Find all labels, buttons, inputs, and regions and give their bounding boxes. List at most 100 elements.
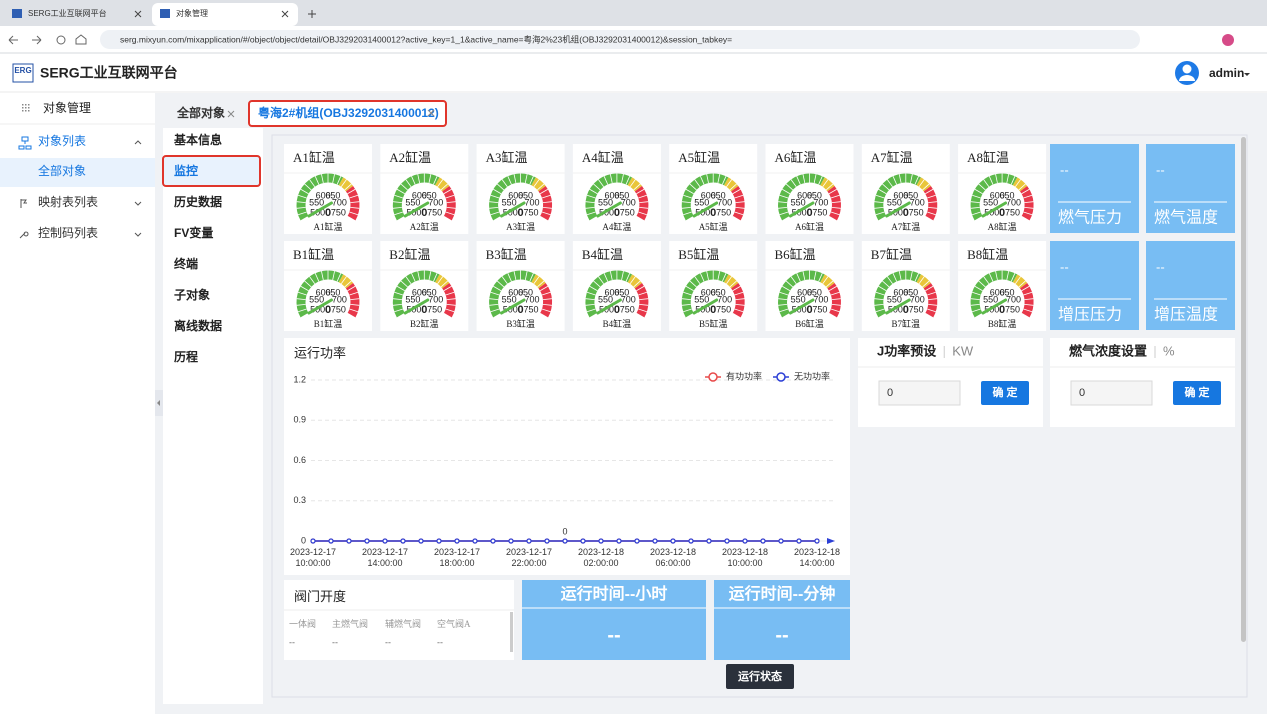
- metric-card: [1050, 241, 1139, 330]
- sidebar-item[interactable]: 对象列表: [38, 134, 86, 148]
- subnav-item[interactable]: 离线数据: [174, 318, 222, 333]
- gauge-tick-label: 700: [621, 198, 636, 208]
- gauge-label: B3缸温: [506, 318, 535, 329]
- gauge-value: 0: [710, 207, 716, 219]
- address-bar[interactable]: [100, 30, 1140, 49]
- gauge-tick-label: 550: [694, 198, 709, 208]
- gauge-minor-tick: [586, 308, 596, 313]
- gauge-minor-tick: [828, 285, 837, 292]
- gauge-band: [442, 282, 456, 318]
- confirm-button-label[interactable]: 确 定: [992, 385, 1017, 399]
- subnav-item[interactable]: 历程: [174, 349, 198, 364]
- avatar-head: [1182, 64, 1192, 74]
- legend-label[interactable]: 有功功率: [726, 370, 762, 381]
- gauge-minor-tick: [621, 271, 624, 281]
- menu-icon-dot: [25, 107, 27, 109]
- sidebar-section: 对象管理: [43, 100, 91, 115]
- gauge-title: A1缸温: [293, 150, 335, 165]
- gauge-minor-tick: [995, 271, 998, 281]
- scrollbar[interactable]: [1241, 137, 1246, 642]
- gauge-minor-tick: [443, 215, 452, 222]
- settings-input[interactable]: [1070, 380, 1153, 406]
- gauge-minor-tick: [685, 188, 694, 195]
- gauge-minor-tick: [700, 273, 705, 282]
- gauge-value: 0: [518, 207, 524, 219]
- gauge-title: B3缸温: [486, 247, 527, 262]
- subnav-item[interactable]: 监控: [174, 163, 198, 178]
- browser-tab-active[interactable]: [152, 3, 298, 26]
- page-tab-active[interactable]: [250, 102, 445, 125]
- gauge-minor-tick: [694, 276, 701, 285]
- gauge-minor-tick: [440, 183, 448, 191]
- gauge-tick-label: 700: [332, 295, 347, 305]
- series-point: [562, 538, 568, 544]
- gauge-tick-label: 600: [701, 287, 716, 297]
- legend-label[interactable]: 无功功率: [794, 370, 830, 381]
- subnav-item[interactable]: 子对象: [174, 287, 210, 302]
- y-tick-label: 0.3: [293, 495, 306, 505]
- gauge-tick-label: 700: [621, 295, 636, 305]
- browser-tab[interactable]: [6, 4, 150, 26]
- confirm-button[interactable]: [981, 381, 1029, 405]
- gauge-minor-tick: [347, 215, 356, 222]
- confirm-button[interactable]: [1173, 381, 1221, 405]
- valve-column: 辅燃气阀: [385, 618, 421, 629]
- gauge-needle: [500, 298, 526, 315]
- gauge-minor-tick: [874, 206, 884, 209]
- status-button[interactable]: [726, 664, 794, 689]
- valve-value: --: [289, 637, 295, 647]
- gauge-tick-label: 700: [910, 198, 925, 208]
- gauge-card: [669, 241, 758, 331]
- sidebar-item[interactable]: 控制码列表: [38, 226, 98, 240]
- subnav-item[interactable]: 历史数据: [174, 194, 222, 209]
- settings-input[interactable]: [878, 380, 961, 406]
- gauge-minor-tick: [892, 273, 898, 282]
- browser-menu[interactable]: [1222, 34, 1234, 46]
- gauge-tick-label: 650: [614, 190, 629, 200]
- gauge-minor-tick: [927, 308, 936, 313]
- sidebar-item[interactable]: 映射表列表: [38, 194, 98, 209]
- page-tab[interactable]: 粤海2#机组(OBJ3292031400012): [258, 105, 439, 120]
- gauge-minor-tick: [918, 179, 925, 188]
- avatar-body: [1179, 75, 1195, 81]
- icon-tree: [18, 136, 32, 150]
- x-tick-label: 2023-12-17 14:00:00: [362, 547, 408, 568]
- sidebar-item-active[interactable]: [0, 158, 155, 187]
- status-button-label[interactable]: 运行状态: [738, 669, 782, 683]
- series-point: [508, 538, 514, 544]
- gauge-minor-tick: [734, 194, 744, 199]
- subnav-item[interactable]: FV变量: [174, 225, 213, 240]
- gauge-minor-tick: [778, 298, 788, 301]
- user-name[interactable]: admin: [1209, 66, 1244, 80]
- page-tab[interactable]: 全部对象: [176, 105, 225, 120]
- gauge-minor-tick: [683, 211, 692, 216]
- subnav-item[interactable]: 基本信息: [173, 132, 222, 147]
- gauge-tick-label: 600: [990, 287, 1005, 297]
- gauge-title: A8缸温: [967, 150, 1009, 165]
- gauge-minor-tick: [633, 280, 641, 288]
- gauge-minor-tick: [405, 179, 412, 188]
- gauge-minor-tick: [297, 194, 307, 199]
- gauge-band: [296, 173, 344, 221]
- sidebar-subitem[interactable]: 全部对象: [38, 163, 86, 178]
- gauge-minor-tick: [300, 188, 309, 195]
- gauge-value: 0: [325, 207, 331, 219]
- settings-input-value[interactable]: 0: [887, 387, 893, 399]
- gauge-minor-tick: [443, 285, 452, 292]
- gauge-needle: [885, 298, 911, 315]
- confirm-button-label[interactable]: 确 定: [1184, 385, 1209, 399]
- gauge-minor-tick: [830, 308, 840, 313]
- logo: [12, 63, 34, 83]
- gauge-band: [338, 177, 354, 192]
- gauge-minor-tick: [922, 280, 930, 288]
- settings-input-value[interactable]: 0: [1079, 387, 1085, 399]
- series-point: [382, 538, 388, 544]
- gauge-minor-tick: [501, 276, 508, 285]
- browser-tab-title: 对象管理: [176, 8, 208, 18]
- gauge-minor-tick: [726, 179, 733, 188]
- gauge-minor-tick: [433, 273, 438, 282]
- gauge-minor-tick: [700, 176, 705, 185]
- gauge-tick-label: 600: [797, 287, 812, 297]
- gauge-minor-tick: [585, 303, 595, 306]
- subnav-item[interactable]: 终端: [174, 256, 198, 271]
